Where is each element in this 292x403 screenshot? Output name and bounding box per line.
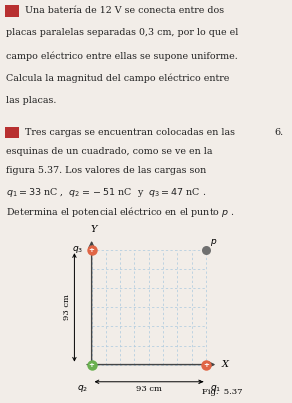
Text: 93 cm: 93 cm	[136, 385, 162, 393]
Text: 6.: 6.	[274, 128, 283, 137]
Bar	[5, 5, 19, 17]
Text: $q_1$: $q_1$	[210, 383, 221, 394]
Text: $q_2$: $q_2$	[77, 383, 88, 394]
Text: campo eléctrico entre ellas se supone uniforme.: campo eléctrico entre ellas se supone un…	[6, 51, 238, 60]
Text: Una batería de 12 V se conecta entre dos: Una batería de 12 V se conecta entre dos	[22, 6, 224, 15]
Text: +: +	[203, 361, 209, 368]
Bar	[5, 127, 19, 137]
Text: Y: Y	[91, 225, 97, 234]
Text: $p$: $p$	[210, 237, 217, 248]
Text: 93 cm: 93 cm	[63, 295, 71, 320]
Text: +: +	[89, 247, 95, 253]
Text: +: +	[89, 361, 95, 368]
Text: esquinas de un cuadrado, como se ve en la: esquinas de un cuadrado, como se ve en l…	[6, 147, 212, 156]
Text: X: X	[222, 360, 229, 369]
Text: $q_1 = 33$ nC ,  $q_2 = -51$ nC  y  $q_3 = 47$ nC .: $q_1 = 33$ nC , $q_2 = -51$ nC y $q_3 = …	[6, 186, 206, 199]
Text: las placas.: las placas.	[6, 96, 56, 106]
Text: figura 5.37. Los valores de las cargas son: figura 5.37. Los valores de las cargas s…	[6, 166, 206, 175]
Text: Determina el potencial eléctrico en el punto $p$ .: Determina el potencial eléctrico en el p…	[6, 205, 234, 219]
Text: $q_3$: $q_3$	[72, 243, 83, 255]
Text: Calcula la magnitud del campo eléctrico entre: Calcula la magnitud del campo eléctrico …	[6, 74, 229, 83]
Text: Tres cargas se encuentran colocadas en las: Tres cargas se encuentran colocadas en l…	[22, 128, 235, 137]
Text: Fig.  5.37: Fig. 5.37	[202, 388, 243, 396]
Text: placas paralelas separadas 0,3 cm, por lo que el: placas paralelas separadas 0,3 cm, por l…	[6, 28, 238, 37]
